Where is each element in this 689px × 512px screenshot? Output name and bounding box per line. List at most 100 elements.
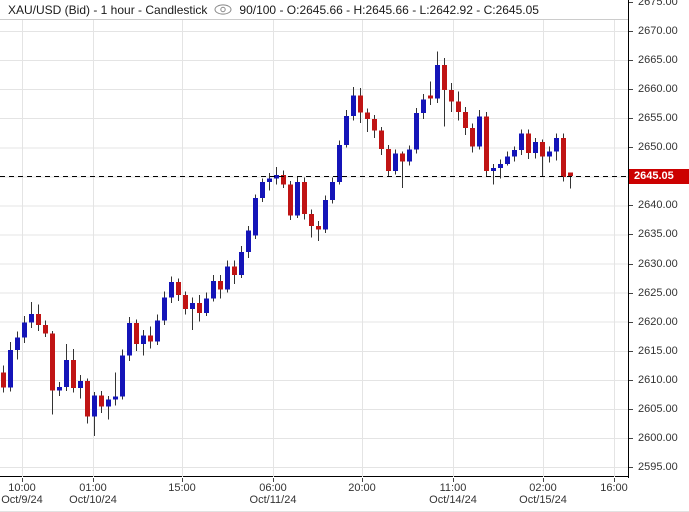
candle-body-bull [141, 335, 146, 344]
candle-body-bear [470, 128, 475, 147]
price-axis-tick [629, 379, 633, 381]
candle-body-bull [323, 200, 328, 230]
candle-body-bear [1, 372, 6, 388]
candle-body-bear [372, 118, 377, 131]
current-price-value: 2645.05 [634, 170, 674, 183]
candle-body-bear [316, 225, 321, 230]
candle-body-bull [295, 182, 300, 216]
eye-icon[interactable] [214, 4, 232, 15]
candle-body-bear [134, 322, 139, 344]
price-axis-label: 2635.00 [638, 228, 678, 241]
candle-body-bear [232, 266, 237, 276]
price-axis-tick [629, 292, 633, 294]
time-axis-label-time: 11:00 [439, 482, 467, 494]
candle-body-bull [15, 337, 20, 351]
candle-body-bear [526, 133, 531, 154]
time-axis-tick [614, 478, 615, 482]
candle-body-bull [344, 115, 349, 145]
price-axis-label: 2600.00 [638, 431, 678, 444]
time-axis-tick [543, 478, 544, 482]
time-axis-label-date: Oct/14/24 [429, 494, 477, 506]
candle-body-bear [281, 175, 286, 185]
candlestick-canvas[interactable] [0, 20, 628, 477]
candle-body-bear [50, 333, 55, 391]
time-axis-label: 02:00 Oct/15/24 [519, 482, 567, 506]
price-axis-tick [629, 60, 633, 62]
price-axis-tick [629, 31, 633, 33]
time-axis-label-date: Oct/10/24 [69, 494, 117, 506]
candle-body-bull [120, 355, 125, 397]
candle-body-bear [561, 138, 566, 177]
chart-titlebar: XAU/USD (Bid) - 1 hour - Candlestick 90/… [0, 0, 628, 20]
candle-body-bear [428, 95, 433, 99]
candle-body-bull [239, 251, 244, 276]
candle-body-bear [456, 101, 461, 112]
price-axis-tick [629, 408, 633, 410]
price-axis-label: 2595.00 [638, 461, 678, 474]
price-axis-label: 2630.00 [638, 257, 678, 270]
price-axis-label: 2610.00 [638, 373, 678, 386]
time-axis-label: 20:00 [348, 482, 376, 494]
candle-body-bull [204, 298, 209, 313]
candle-body-bull [246, 230, 251, 252]
candle-body-bull [225, 266, 230, 290]
candle-body-bear [197, 303, 202, 313]
time-axis-label-time: 02:00 [529, 482, 557, 494]
candle-body-bear [484, 116, 489, 172]
price-axis-label: 2640.00 [638, 199, 678, 212]
candle-body-bull [414, 113, 419, 150]
candle-body-bull [274, 175, 279, 179]
price-axis-label: 2655.00 [638, 112, 678, 125]
candle-body-bull [435, 64, 440, 99]
time-axis-label: 06:00 Oct/11/24 [250, 482, 297, 506]
price-axis-label: 2605.00 [638, 402, 678, 415]
candle-body-bull [491, 168, 496, 172]
candle-body-bear [309, 214, 314, 226]
candle-body-bull [267, 178, 272, 183]
time-axis-tick [362, 478, 363, 482]
candle-body-bull [92, 395, 97, 417]
time-axis-label-time: 15:00 [168, 482, 196, 494]
price-axis-label: 2660.00 [638, 83, 678, 96]
plot-right-border [628, 0, 629, 478]
time-axis-label-date: Oct/11/24 [249, 494, 297, 506]
time-axis-label-time: 01:00 [79, 482, 107, 494]
price-axis-label: 2620.00 [638, 315, 678, 328]
price-axis-tick [629, 234, 633, 236]
price-axis-label: 2670.00 [638, 25, 678, 38]
candle-body-bull [477, 116, 482, 147]
price-axis-tick [629, 118, 633, 120]
candle-body-bull [421, 99, 426, 114]
time-axis-label-date: Oct/9/24 [1, 494, 43, 506]
candle-body-bear [288, 184, 293, 216]
time-axis-label-time: 06:00 [259, 482, 287, 494]
candle-body-bear [358, 95, 363, 113]
candle-body-bull [211, 281, 216, 299]
price-axis-tick [629, 437, 633, 439]
candle-body-bull [190, 303, 195, 309]
candle-body-bull [8, 350, 13, 388]
candle-body-bull [519, 133, 524, 151]
price-axis-label: 2665.00 [638, 54, 678, 67]
candle-body-bull [78, 380, 83, 388]
price-axis-tick [629, 1, 633, 3]
candlestick-plot[interactable] [0, 20, 628, 477]
price-axis-label: 2625.00 [638, 286, 678, 299]
candle-body-bull [512, 150, 517, 157]
price-axis-tick [629, 350, 633, 352]
price-axis[interactable]: 2645.05 2675.00 2670.00 2665.00 2660.00 2655… [629, 0, 689, 512]
candle-body-bear [540, 142, 545, 157]
time-axis-label: 16:00 [600, 482, 628, 494]
candle-body-bull [29, 314, 34, 323]
time-axis[interactable]: 10:00 Oct/9/24 01:00 Oct/10/24 15:00 06:00 Oct… [0, 478, 628, 512]
time-axis-tick [93, 478, 94, 482]
candle-body-bull [64, 360, 69, 387]
candle-body-bull [505, 156, 510, 165]
candle-body-bear [71, 360, 76, 388]
price-axis-tick [629, 89, 633, 91]
chart-title: XAU/USD (Bid) - 1 hour - Candlestick [8, 2, 208, 17]
candle-body-bear [183, 294, 188, 309]
time-axis-label: 11:00 Oct/14/24 [429, 482, 477, 506]
candle-body-bear [400, 153, 405, 162]
candle-body-bear [99, 395, 104, 407]
